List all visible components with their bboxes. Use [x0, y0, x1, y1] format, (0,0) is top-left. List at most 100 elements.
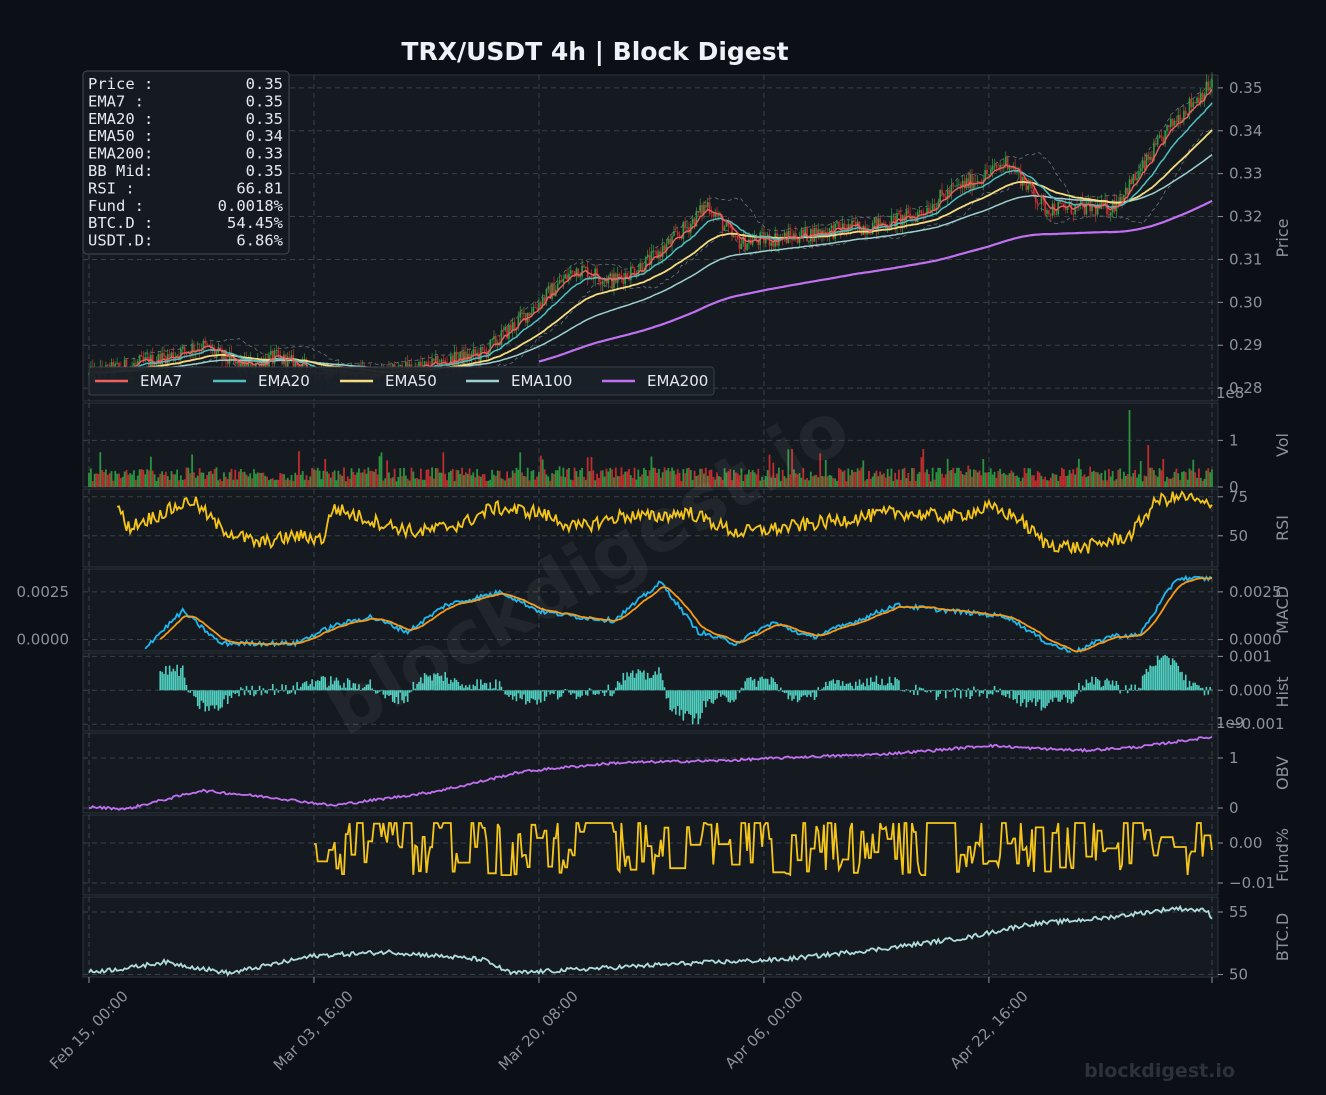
hist-bar — [1076, 690, 1078, 694]
info-value: 0.33 — [246, 145, 283, 163]
legend: EMA7 EMA20 EMA50 EMA100 EMA200 — [88, 366, 715, 396]
candle-body — [1061, 203, 1063, 205]
volume-bar — [886, 469, 889, 487]
volume-bar — [738, 475, 741, 487]
candle-body — [735, 236, 737, 237]
hist-bar — [1106, 678, 1108, 691]
candle-body — [1179, 114, 1181, 123]
volume-bar — [976, 472, 979, 487]
volume-bar — [1014, 476, 1017, 487]
candle-body — [937, 201, 940, 208]
volume-bar — [331, 472, 334, 487]
volume-bar — [223, 472, 225, 487]
volume-bar — [316, 467, 319, 487]
hist-bar — [586, 690, 589, 696]
volume-bar — [511, 470, 514, 487]
volume-bar — [817, 477, 820, 487]
hist-bar — [575, 690, 578, 700]
volume-bar — [590, 457, 593, 487]
volume-bar — [1139, 460, 1142, 487]
hist-bar — [478, 689, 480, 691]
y-axis-label: BTC.D — [1273, 913, 1292, 961]
hist-bar — [774, 682, 776, 691]
hist-bar — [948, 690, 951, 692]
volume-bar — [569, 479, 572, 487]
candle-body — [170, 352, 173, 357]
hist-bar — [210, 690, 212, 706]
candle-body — [116, 362, 118, 364]
hist-bar — [558, 690, 561, 698]
candle-body — [959, 184, 962, 188]
hist-bar — [626, 672, 628, 691]
candle-body — [150, 354, 152, 367]
hist-bar — [196, 690, 199, 707]
volume-bar — [178, 480, 180, 487]
candle-body — [399, 364, 402, 367]
candle-body — [978, 181, 981, 183]
volume-bar — [703, 473, 705, 487]
candle-body — [673, 231, 675, 237]
volume-bar — [382, 480, 385, 487]
candle-body — [142, 356, 145, 361]
hist-bar — [843, 685, 846, 691]
volume-bar — [1049, 477, 1052, 487]
hist-bar — [268, 689, 270, 691]
volume-bar — [808, 480, 810, 487]
candle-body — [866, 231, 868, 235]
candle-body — [1126, 187, 1129, 195]
hist-bar — [553, 690, 555, 695]
hist-bar — [223, 690, 225, 700]
hist-bar — [1121, 690, 1123, 691]
candle-body — [585, 267, 587, 268]
volume-bar — [746, 474, 748, 487]
hist-bar — [174, 671, 177, 691]
hist-bar — [360, 690, 362, 691]
hist-bar — [369, 679, 372, 691]
volume-bar — [785, 478, 788, 487]
candle-body — [1192, 102, 1195, 108]
volume-bar — [277, 479, 280, 487]
volume-bar — [813, 475, 816, 487]
candle-body — [918, 210, 921, 213]
candle-body — [705, 205, 707, 208]
volume-bar — [148, 470, 150, 487]
candle-body — [1049, 214, 1052, 216]
hist-bar — [963, 690, 966, 691]
candle-body — [1034, 194, 1037, 203]
volume-bar — [1004, 474, 1007, 487]
volume-bar — [736, 473, 739, 487]
volume-bar — [474, 477, 477, 487]
volume-bar — [969, 469, 972, 487]
hist-bar — [249, 690, 252, 696]
candle-body — [646, 254, 649, 257]
hist-bar — [200, 690, 203, 701]
candle-body — [1123, 194, 1125, 201]
hist-bar — [288, 690, 291, 694]
info-label: BB Mid: — [88, 162, 153, 180]
hist-bar — [185, 685, 188, 691]
y-axis-label: OBV — [1273, 756, 1292, 790]
hist-bar — [763, 678, 765, 691]
volume-bar — [611, 469, 613, 487]
ema200-line — [538, 199, 1213, 363]
candle-body — [1102, 200, 1105, 205]
volume-bar — [326, 471, 328, 487]
volume-bar — [843, 470, 846, 487]
candle-body — [433, 358, 435, 361]
hist-bar — [682, 690, 685, 721]
candle-body — [1154, 143, 1157, 145]
volume-bar — [950, 470, 953, 487]
hist-bar — [1154, 665, 1157, 691]
volume-bar — [1121, 478, 1123, 487]
volume-bar — [943, 477, 945, 487]
hist-bar — [678, 690, 681, 716]
volume-bar — [298, 451, 300, 487]
candle-body — [442, 359, 445, 361]
candle-body — [1203, 94, 1206, 101]
volume-bar — [1057, 480, 1060, 487]
hist-bar — [247, 690, 250, 693]
hist-bar — [665, 690, 668, 699]
volume-bar — [202, 472, 205, 487]
volume-bar — [264, 475, 267, 487]
volume-bar — [444, 473, 447, 487]
